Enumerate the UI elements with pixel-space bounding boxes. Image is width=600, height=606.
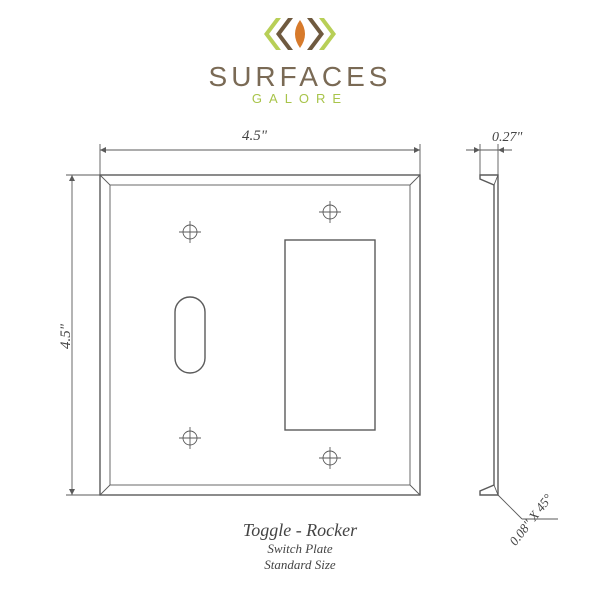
caption-line3: Standard Size — [0, 557, 600, 573]
dimension-depth: 0.27" — [492, 130, 522, 146]
dimension-width: 4.5" — [242, 128, 267, 145]
dimension-height: 4.5" — [58, 324, 75, 349]
caption: Toggle - Rocker Switch Plate Standard Si… — [0, 520, 600, 573]
technical-drawing — [0, 0, 600, 606]
caption-line1: Toggle - Rocker — [0, 520, 600, 541]
caption-line2: Switch Plate — [0, 541, 600, 557]
canvas: SURFACES GALORE 4.5" 4.5" 0.27" 0.08" X … — [0, 0, 600, 606]
